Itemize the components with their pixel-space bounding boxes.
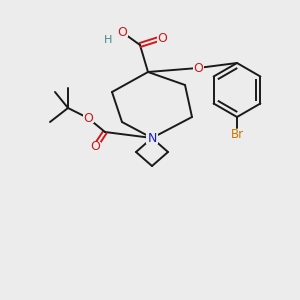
FancyBboxPatch shape [103, 35, 113, 45]
Text: O: O [157, 32, 167, 44]
FancyBboxPatch shape [116, 27, 128, 37]
Text: O: O [117, 26, 127, 38]
FancyBboxPatch shape [89, 142, 100, 152]
Text: N: N [147, 131, 157, 145]
Text: O: O [193, 61, 203, 74]
Text: H: H [104, 35, 112, 45]
FancyBboxPatch shape [157, 33, 167, 43]
Text: Br: Br [230, 128, 244, 142]
FancyBboxPatch shape [193, 63, 203, 73]
FancyBboxPatch shape [146, 133, 158, 143]
FancyBboxPatch shape [229, 130, 245, 140]
Text: O: O [83, 112, 93, 124]
FancyBboxPatch shape [82, 113, 94, 123]
Text: O: O [90, 140, 100, 154]
